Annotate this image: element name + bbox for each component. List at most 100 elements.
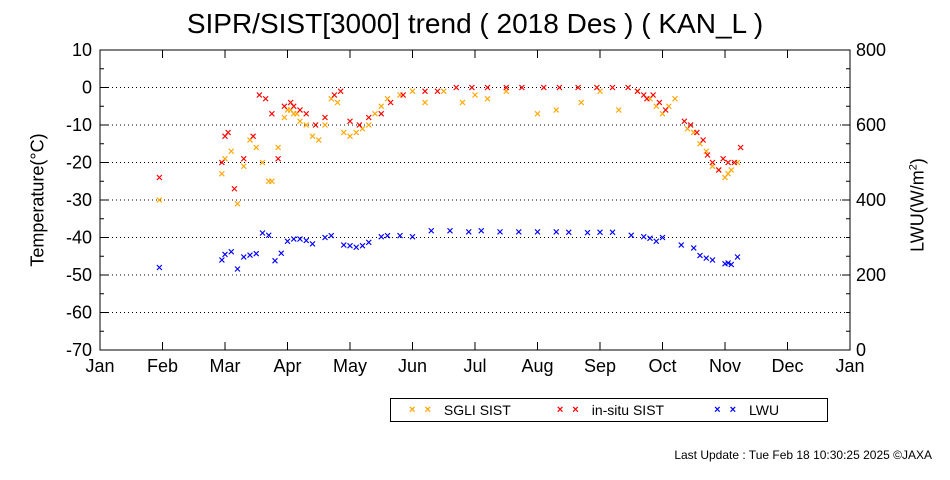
data-point [378,103,385,110]
data-point [703,255,710,262]
data-point [447,227,453,234]
data-point [359,242,366,249]
data-point [609,84,616,91]
data-point [678,242,685,248]
data-point [534,110,541,117]
y-axis-label-left: Temperature(°C) [27,133,48,267]
data-point [737,144,744,151]
data-point [478,227,485,234]
legend-marker-sgli: × × [409,404,434,416]
data-point [434,88,441,95]
data-point [365,239,372,246]
data-point [247,252,253,259]
data-point [340,129,347,136]
data-point [268,178,275,185]
y2-tick-label: 800 [856,40,886,60]
data-point [322,114,328,121]
data-point [303,237,310,244]
data-point [725,260,732,266]
data-point [593,84,600,91]
data-point [222,251,228,258]
data-point [703,148,710,155]
data-point [409,88,416,95]
data-point [597,229,603,236]
data-point [690,245,697,251]
x-tick-label: Apr [273,356,301,376]
data-point [518,84,525,91]
data-point [156,264,163,271]
y2-tick-label: 200 [856,265,886,285]
data-point [278,250,285,257]
data-point [334,99,341,106]
data-point [659,234,666,241]
data-point [218,159,225,166]
data-point [709,159,716,166]
y-axis-label-right: LWU(W/m2) [907,158,928,252]
data-point [156,174,163,181]
data-point [231,185,238,192]
data-point [468,84,475,91]
data-point [240,163,247,170]
data-point [662,107,669,113]
data-point [309,240,316,247]
data-point [156,197,163,203]
data-point [625,84,632,91]
data-point [275,155,282,162]
x-tick-label: Jan [85,356,114,376]
y2-tick-label: 600 [856,115,886,135]
data-point [378,110,385,117]
data-point [681,118,688,125]
data-point [322,234,328,241]
data-point [465,228,472,235]
data-point [253,144,260,151]
y-tick-label: -70 [66,340,92,360]
data-point [225,129,232,136]
data-point [378,233,385,240]
y-tick-label: -30 [66,190,92,210]
data-point [422,99,428,106]
data-point [281,103,288,110]
y-tick-label: -10 [66,115,92,135]
data-point [309,133,316,140]
data-point [640,233,647,240]
data-point [428,227,435,234]
x-tick-label: Feb [147,356,178,376]
data-point [615,107,622,113]
data-point [265,232,272,239]
data-point [331,92,338,98]
y-tick-label: -50 [66,265,92,285]
data-point [715,167,722,173]
data-point [297,107,303,113]
data-point [281,114,288,121]
data-point [340,242,347,248]
data-point [297,118,303,125]
legend-marker-insitu: × × [556,404,582,416]
data-point [453,84,460,91]
data-point [725,159,732,166]
data-point [647,235,653,242]
data-point [303,122,310,128]
data-point [337,88,344,95]
data-point [534,228,541,235]
data-point [653,238,660,245]
data-point [400,92,407,98]
data-point [553,107,560,113]
data-point [484,95,491,102]
data-point [565,229,572,236]
data-point [497,228,503,235]
data-point [347,133,353,140]
data-point [575,84,582,91]
y2-tick-label: 0 [856,340,866,360]
x-tick-label: Nov [709,356,741,376]
data-point [731,159,738,166]
data-point [422,88,428,95]
data-point [697,252,703,259]
legend-item-sgli: × × SGLI SIST [409,402,511,418]
data-point [556,84,563,91]
data-point [578,99,585,106]
y2-tick-label: 400 [856,190,886,210]
data-point [228,248,235,255]
x-tick-label: Aug [521,356,553,376]
legend-item-lwu: × × LWU [714,402,779,418]
